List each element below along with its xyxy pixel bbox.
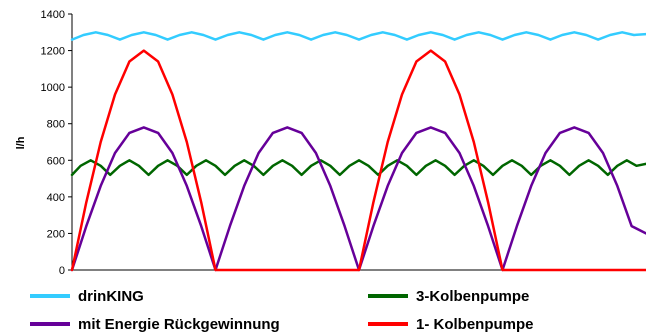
y-tick-label: 600 xyxy=(47,155,65,167)
y-tick-label: 1400 xyxy=(41,9,65,21)
legend: drinKING 3-Kolbenpumpe mit Energie Rückgew… xyxy=(30,288,534,333)
y-tick-label: 800 xyxy=(47,119,65,131)
legend-label-2: mit Energie Rückgewinnung xyxy=(78,316,280,333)
y-tick-label: 400 xyxy=(47,192,65,204)
legend-label-0: drinKING xyxy=(78,288,144,305)
y-tick-label: 200 xyxy=(47,228,65,240)
legend-label-1: 3-Kolbenpumpe xyxy=(416,288,529,305)
series-line-0 xyxy=(70,31,646,41)
axes xyxy=(71,14,646,271)
y-tick-label: 1000 xyxy=(41,82,65,94)
y-axis-ticks: 0 200 400 600 800 1000 1200 1400 xyxy=(41,9,72,277)
series-line-1 xyxy=(70,159,646,177)
y-tick-label: 0 xyxy=(59,265,65,277)
y-axis-label: l/h xyxy=(15,136,27,149)
legend-label-3: 1- Kolbenpumpe xyxy=(416,316,534,333)
series-lines xyxy=(70,31,646,272)
y-tick-label: 1200 xyxy=(41,46,65,58)
series-line-3 xyxy=(70,49,646,272)
series-line-2 xyxy=(70,126,646,272)
